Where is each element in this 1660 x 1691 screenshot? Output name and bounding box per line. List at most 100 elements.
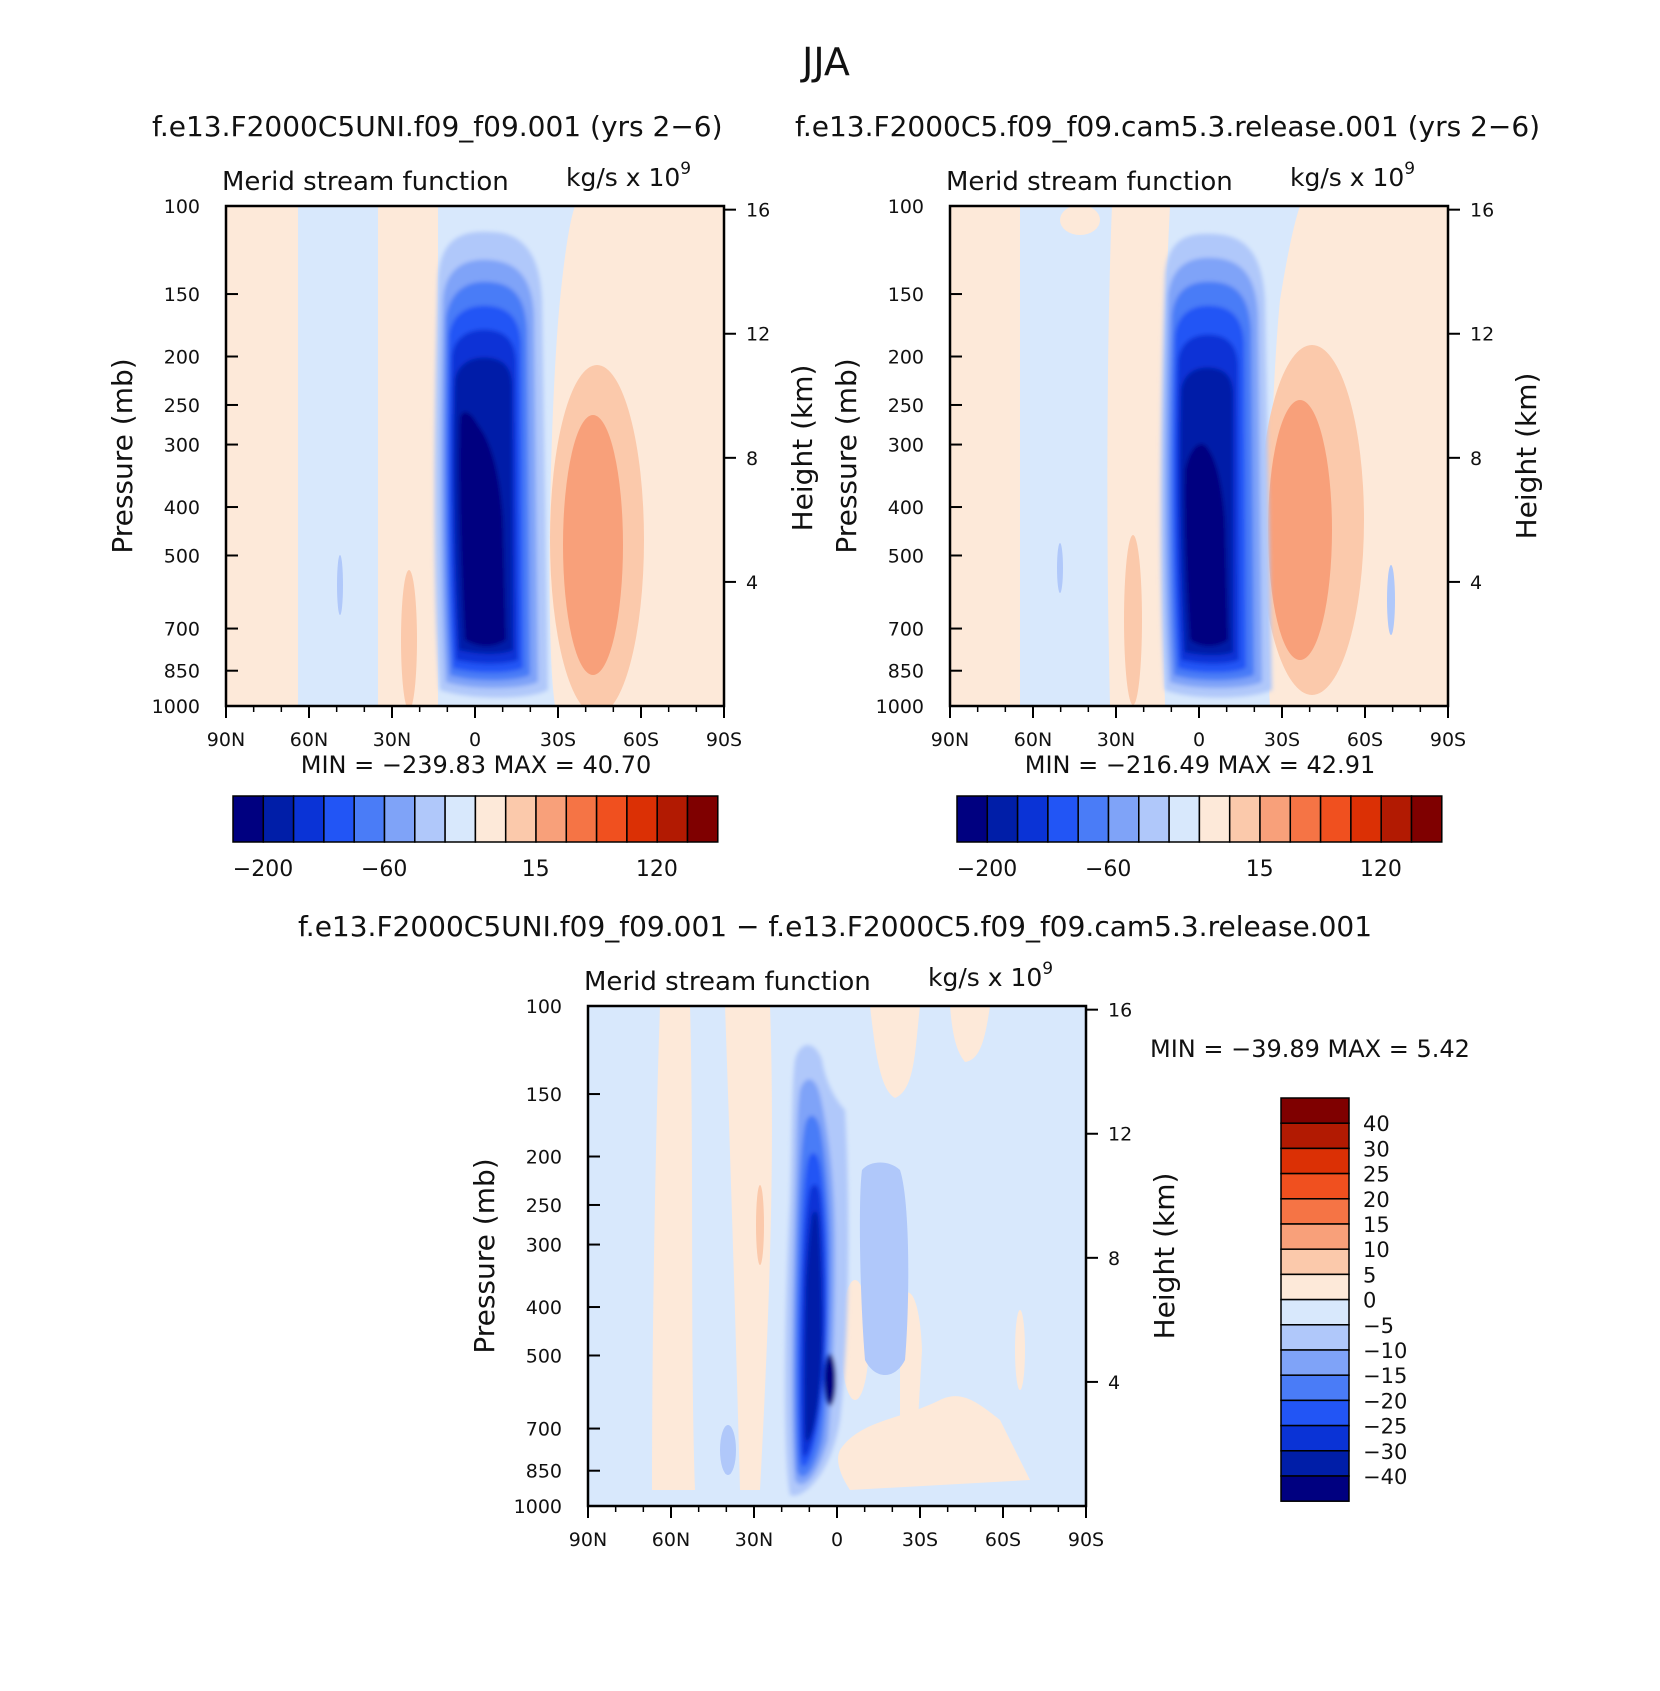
colorbar-label: 20	[1363, 1188, 1390, 1212]
colorbar-box	[686, 795, 719, 843]
x-tick-label: 30N	[735, 1529, 773, 1551]
colorbar-box	[1280, 1374, 1350, 1402]
panel-b-contours	[950, 206, 1448, 706]
colorbar-box	[1280, 1223, 1350, 1250]
y-tick-label: 250	[164, 395, 200, 417]
x-tick-label: 90S	[706, 729, 742, 751]
colorbar-label: 10	[1363, 1238, 1390, 1262]
height-tick-label: 8	[1108, 1248, 1120, 1270]
panel-c-neg-secondary	[859, 1162, 909, 1375]
x-tick-label: 30S	[540, 729, 576, 751]
y-tick-label: 500	[164, 545, 200, 567]
y-tick-label: 1000	[876, 696, 924, 718]
colorbar-label: 40	[1363, 1112, 1390, 1136]
colorbar-box	[1280, 1273, 1350, 1301]
panel-b-band-60n	[950, 206, 1020, 706]
panel-c-pos-small-2	[1015, 1310, 1025, 1390]
panel-c-units-base: kg/s x 10	[928, 963, 1042, 992]
panel-b-min-max: MIN = −216.49 MAX = 42.91	[1025, 751, 1375, 779]
colorbar-box	[1280, 1424, 1350, 1452]
x-tick-label: 90N	[207, 729, 245, 751]
panel-a-neg-core	[459, 411, 506, 646]
height-tick-label: 8	[746, 448, 758, 470]
x-tick-label: 90S	[1068, 1529, 1104, 1551]
y-tick-label: 100	[888, 196, 924, 218]
colorbar-label: −200	[957, 857, 1017, 882]
panel-a-neg-small	[337, 555, 343, 615]
panel-a-units-base: kg/s x 10	[566, 163, 680, 192]
colorbar-box	[626, 795, 658, 843]
y-tick-label: 200	[888, 347, 924, 369]
x-tick-label: 30N	[373, 729, 411, 751]
colorbar-box	[232, 795, 265, 843]
colorbar-label: −30	[1363, 1440, 1407, 1464]
y-tick-label: 100	[164, 196, 200, 218]
y-tick-label: 1000	[514, 1496, 562, 1518]
colorbar-box	[1280, 1122, 1350, 1150]
colorbar-label: 15	[522, 857, 550, 882]
colorbar-box	[383, 795, 416, 843]
panel-c-ylabel-right: Height (km)	[1148, 1173, 1181, 1340]
height-tick-label: 16	[1470, 200, 1494, 222]
colorbar-box	[1280, 1198, 1350, 1225]
colorbar-box	[1016, 795, 1049, 843]
x-tick-label: 0	[469, 729, 481, 751]
colorbar-box	[1077, 795, 1110, 843]
colorbar-box	[1319, 795, 1352, 843]
colorbar-label: 120	[1360, 857, 1402, 882]
panel-c-pos-top-2	[950, 1006, 990, 1062]
colorbar-label: −200	[233, 857, 293, 882]
colorbar-label: −60	[1085, 857, 1131, 882]
panel-c-units-exp: 9	[1042, 959, 1053, 979]
y-tick-label: 850	[526, 1461, 562, 1483]
panel-b-units: kg/s x 109	[1290, 159, 1415, 192]
colorbar-box	[1280, 1475, 1350, 1502]
height-tick-label: 16	[746, 200, 770, 222]
colorbar-box	[323, 795, 355, 843]
panel-b-colorbar: −200 −60 15 120	[956, 795, 1443, 882]
x-tick-label: 60S	[623, 729, 659, 751]
colorbar-box	[1280, 1172, 1350, 1200]
panel-a-left-string: Merid stream function	[222, 167, 509, 197]
colorbar-box	[1380, 795, 1413, 843]
colorbar-label: 15	[1246, 857, 1274, 882]
panel-c-pos-small-3	[756, 1185, 764, 1265]
y-tick-label: 1000	[152, 696, 200, 718]
colorbar-box	[595, 795, 628, 843]
colorbar-box	[1280, 1248, 1350, 1276]
colorbar-label: −20	[1363, 1389, 1407, 1413]
panel-a-colorbar: −200 −60 15 120	[232, 795, 719, 882]
y-tick-label: 150	[164, 284, 200, 306]
colorbar-box	[1047, 795, 1079, 843]
colorbar-box	[292, 795, 325, 843]
colorbar-box	[986, 795, 1019, 843]
colorbar-label: 5	[1363, 1263, 1376, 1287]
colorbar-label: 120	[636, 857, 678, 882]
x-tick-label: 60N	[290, 729, 328, 751]
x-tick-label: 0	[831, 1529, 843, 1551]
panel-b-pos-top	[1060, 206, 1100, 235]
colorbar-box	[262, 795, 295, 843]
panel-c-pos-top-1	[870, 1006, 920, 1098]
panel-b-neg-small-2	[1387, 565, 1395, 635]
y-tick-label: 500	[888, 545, 924, 567]
colorbar-box	[353, 795, 386, 843]
colorbar-label: −10	[1363, 1339, 1407, 1363]
x-tick-label: 60S	[1347, 729, 1383, 751]
x-tick-label: 60N	[652, 1529, 690, 1551]
colorbar-label: 0	[1363, 1289, 1376, 1313]
panel-c-neg-6	[804, 1211, 822, 1442]
panel-b-pos-inner	[1268, 400, 1332, 660]
y-tick-label: 250	[526, 1195, 562, 1217]
x-tick-label: 60S	[985, 1529, 1021, 1551]
y-tick-label: 850	[888, 661, 924, 683]
colorbar-box	[1280, 1324, 1350, 1351]
panel-c-title: f.e13.F2000C5UNI.f09_f09.001 − f.e13.F20…	[298, 910, 1372, 943]
colorbar-box	[1289, 795, 1322, 843]
colorbar-label: −60	[361, 857, 407, 882]
height-tick-label: 12	[1470, 324, 1494, 346]
panel-c-neg-small	[720, 1425, 736, 1475]
panel-c: f.e13.F2000C5UNI.f09_f09.001 − f.e13.F20…	[298, 910, 1470, 1551]
